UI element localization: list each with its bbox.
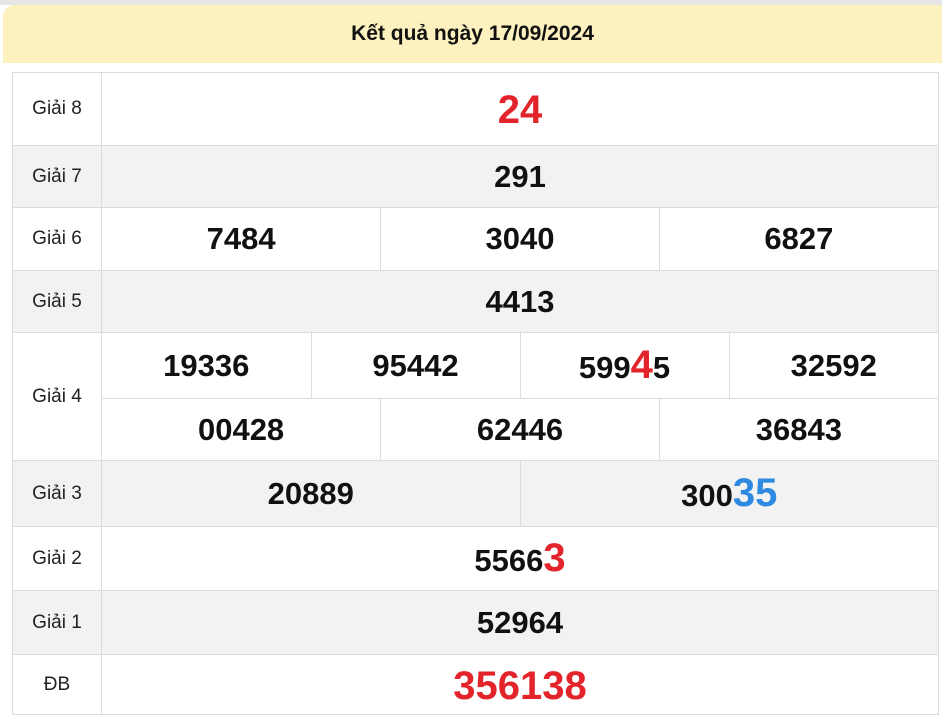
prize-number: 52964 xyxy=(101,590,939,655)
number-digits: 62446 xyxy=(476,411,564,447)
number-grid: 19336 95442 59945 32592 xyxy=(102,333,938,398)
prize-number: 00428 xyxy=(102,399,381,460)
prize-number: 19336 xyxy=(102,333,311,398)
prize-label: Giải 4 xyxy=(12,332,102,461)
number-digits: 6827 xyxy=(764,221,834,256)
results-title: Kết quả ngày 17/09/2024 xyxy=(351,22,594,45)
number-digits: 3040 xyxy=(485,221,555,256)
results-table: Giải 8 24 Giải 7 291 Giải 6 7484 3040 6827 Giải … xyxy=(12,72,939,715)
number-digits: 599 xyxy=(578,350,631,385)
prize-row: Giải 4 19336 95442 59945 32592 xyxy=(12,332,939,461)
number-digits: 00428 xyxy=(197,411,285,447)
page-top-border xyxy=(0,0,942,5)
number-digits: 4413 xyxy=(485,283,555,319)
number-digits: 300 xyxy=(681,478,733,513)
number-grid: 20889 30035 xyxy=(102,461,938,526)
prize-row: Giải 8 24 xyxy=(12,72,939,146)
highlighted-digits: 356138 xyxy=(453,663,587,708)
number-digits: 36843 xyxy=(755,411,843,447)
number-digits: 52964 xyxy=(476,604,564,640)
prize-number: 32592 xyxy=(728,333,938,398)
number-digits: 19336 xyxy=(163,347,250,383)
prize-label: Giải 1 xyxy=(12,590,102,655)
number-digits: 5566 xyxy=(474,543,544,578)
prize-number: 95442 xyxy=(310,333,520,398)
prize-number: 291 xyxy=(101,145,939,208)
prize-label: Giải 2 xyxy=(12,526,102,591)
number-digits: 291 xyxy=(494,158,546,194)
prize-row: Giải 5 4413 xyxy=(12,270,939,333)
results-header: Kết quả ngày 17/09/2024 xyxy=(3,5,942,63)
prize-number: 30035 xyxy=(519,461,938,526)
number-tail-digits: 5 xyxy=(652,350,671,385)
prize-row: Giải 1 52964 xyxy=(12,590,939,655)
prize-number: 20889 xyxy=(102,461,520,526)
prize-label: Giải 5 xyxy=(12,270,102,333)
prize-number: 55663 xyxy=(101,526,939,591)
prize-number: 36843 xyxy=(658,399,938,460)
highlighted-digits: 24 xyxy=(497,88,543,132)
prize-label: Giải 7 xyxy=(12,145,102,208)
prize-row: Giải 6 7484 3040 6827 xyxy=(12,207,939,271)
prize-number: 3040 xyxy=(380,208,660,270)
prize-row: ĐB 356138 xyxy=(12,654,939,715)
prize-label: Giải 3 xyxy=(12,460,102,527)
number-digits: 32592 xyxy=(790,347,877,383)
number-digits: 95442 xyxy=(372,347,459,383)
prize-number: 4413 xyxy=(101,270,939,333)
prize-row: 00428 62446 36843 xyxy=(13,398,939,461)
number-grid: 7484 3040 6827 xyxy=(102,208,938,270)
prize-number: 7484 xyxy=(102,208,381,270)
prize-number: 356138 xyxy=(101,654,939,715)
prize-row: Giải 7 291 xyxy=(12,145,939,208)
highlighted-digits: 3 xyxy=(543,536,566,580)
highlighted-digits: 4 xyxy=(630,343,653,387)
prize-number: 6827 xyxy=(658,208,938,270)
prize-row: Giải 3 20889 30035 xyxy=(12,460,939,527)
prize-label: ĐB xyxy=(12,654,102,715)
prize-row: Giải 2 55663 xyxy=(12,526,939,591)
prize-label: Giải 8 xyxy=(12,72,102,146)
number-digits: 7484 xyxy=(206,221,276,256)
prize-number: 62446 xyxy=(380,399,660,460)
prize-label: Giải 6 xyxy=(12,207,102,271)
number-digits: 20889 xyxy=(267,475,354,511)
prize-number: 24 xyxy=(101,72,939,146)
highlighted-digits: 35 xyxy=(732,471,778,515)
number-grid: 00428 62446 36843 xyxy=(102,399,938,460)
prize-number: 59945 xyxy=(519,333,729,398)
